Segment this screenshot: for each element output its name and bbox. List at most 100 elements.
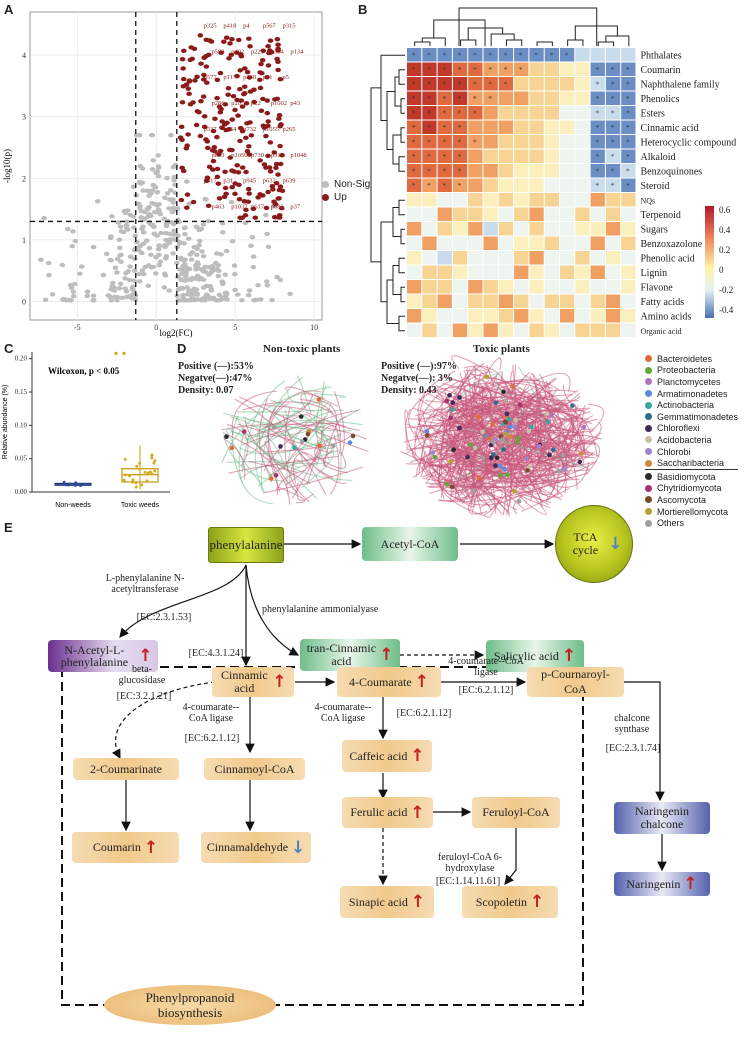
volcano-point-nonsig xyxy=(208,265,215,270)
heatmap-cell-marker: * xyxy=(427,153,431,161)
volcano-point-nonsig xyxy=(124,208,131,213)
network-edge xyxy=(300,398,342,455)
heatmap-cell-marker: * xyxy=(611,109,615,117)
volcano-point-up xyxy=(269,183,276,189)
heatmap-cell xyxy=(483,280,498,294)
network-node xyxy=(331,443,336,448)
volcano-point-up xyxy=(246,152,253,157)
heatmap-cell xyxy=(514,265,529,279)
volcano-point-up xyxy=(190,199,197,205)
heatmap-cell xyxy=(590,120,605,134)
volcano-point-nonsig xyxy=(246,288,253,293)
legend-label: Chloroflexi xyxy=(657,423,700,434)
heatmap-cell xyxy=(498,207,514,221)
volcano-point-nonsig xyxy=(137,163,144,169)
volcano-point-up xyxy=(201,114,208,119)
volcano-point-up xyxy=(239,104,246,109)
network-edge xyxy=(265,434,353,453)
heatmap-cell-marker: * xyxy=(412,66,416,74)
heatmap-cell xyxy=(422,48,437,62)
heatmap-cell-marker: * xyxy=(412,182,416,190)
volcano-point-up xyxy=(201,77,207,82)
node-phenylalanine: phenylalanine xyxy=(208,527,284,563)
heatmap-cell xyxy=(621,222,636,236)
node-sinapic-label: Sinapic acid xyxy=(348,894,408,909)
volcano-point-label: p463 xyxy=(212,204,225,211)
heatmap-cell-marker: * xyxy=(596,66,600,74)
box-point-toxicweeds xyxy=(135,464,139,468)
network-edge xyxy=(320,381,330,461)
heatmap-cell xyxy=(498,48,514,62)
volcano-point-up xyxy=(222,102,229,107)
heatmap-cell xyxy=(560,149,575,163)
heatmap-cell xyxy=(452,149,468,163)
network-edge xyxy=(441,439,526,486)
heatmap-cell xyxy=(621,149,636,163)
volcano-point-label: p61 xyxy=(263,74,273,81)
net-left-positive: Positive (—):53% xyxy=(178,361,254,372)
network-node xyxy=(292,445,297,451)
heatmap-row-label: Flavone xyxy=(641,282,674,293)
node-naringenin-label: Naringenin xyxy=(626,876,681,891)
volcano-point-nonsig xyxy=(157,259,164,264)
volcano-point-nonsig xyxy=(181,225,188,231)
box-outlier xyxy=(122,351,126,355)
network-node xyxy=(451,447,456,452)
volcano-point-up xyxy=(210,158,217,164)
heatmap-cell xyxy=(560,207,575,221)
box-point-toxicweeds xyxy=(143,470,147,474)
volcano-point-up xyxy=(221,39,227,44)
heatmap-cell xyxy=(407,280,422,294)
heatmap-cell xyxy=(560,193,575,207)
heatmap-cell xyxy=(544,251,559,265)
network-node xyxy=(229,445,235,451)
volcano-point-nonsig xyxy=(131,268,138,273)
volcano-legend: Non-Sig Up xyxy=(322,178,370,204)
volcano-point-nonsig xyxy=(119,295,126,301)
volcano-point-nonsig xyxy=(181,262,188,267)
volcano-point-nonsig xyxy=(263,212,269,218)
heatmap-cell-marker: * xyxy=(611,138,615,146)
heatmap-cell xyxy=(407,77,422,91)
heatmap-cell xyxy=(483,91,498,105)
network-node xyxy=(577,459,583,465)
volcano-point-nonsig xyxy=(148,252,154,258)
volcano-point-label: p1050 xyxy=(231,152,247,159)
node-caffeic-label: Caffeic acid xyxy=(349,748,408,763)
network-node xyxy=(493,463,498,468)
heatmap-cell xyxy=(605,77,621,91)
volcano-xtick: 0 xyxy=(154,323,158,332)
caffeic-up-arrow-icon: ↑ xyxy=(410,746,425,766)
legend-label: Acidobacteria xyxy=(657,434,712,445)
box-ytick: 0.05 xyxy=(15,455,28,463)
volcano-point-nonsig xyxy=(218,252,224,257)
heatmap-cell-marker: * xyxy=(458,95,462,103)
heatmap-cell-marker: * xyxy=(596,182,600,190)
box-point-toxicweeds xyxy=(140,483,144,487)
network-edge xyxy=(533,372,571,392)
volcano-point-nonsig xyxy=(140,230,147,235)
volcano-point-nonsig xyxy=(200,253,207,259)
network-node xyxy=(444,481,450,487)
heatmap-cell xyxy=(544,280,559,294)
volcano-point-nonsig xyxy=(70,293,77,299)
box-point-toxicweeds xyxy=(146,471,150,475)
heatmap-cell-marker: * xyxy=(473,95,477,103)
volcano-point-up xyxy=(237,87,243,92)
network-node xyxy=(505,472,510,478)
volcano-point-up xyxy=(238,54,245,59)
volcano-point-label: p37 xyxy=(290,204,301,211)
heatmap-cell xyxy=(560,280,575,294)
network-node xyxy=(484,374,490,380)
volcano-point-nonsig xyxy=(235,292,241,297)
volcano-point-nonsig xyxy=(171,178,177,183)
heatmap-cell xyxy=(529,178,544,192)
volcano-point-nonsig xyxy=(232,271,238,277)
volcano-point-label: p632 xyxy=(263,178,276,185)
heatmap-cell xyxy=(498,309,514,323)
volcano-point-up xyxy=(216,152,222,157)
heatmap-cell xyxy=(544,178,559,192)
ec-nacetyl: [EC:2.3.1.53] xyxy=(136,612,192,623)
heatmap-cell xyxy=(437,62,452,76)
heatmap-cell-marker: * xyxy=(443,109,447,117)
